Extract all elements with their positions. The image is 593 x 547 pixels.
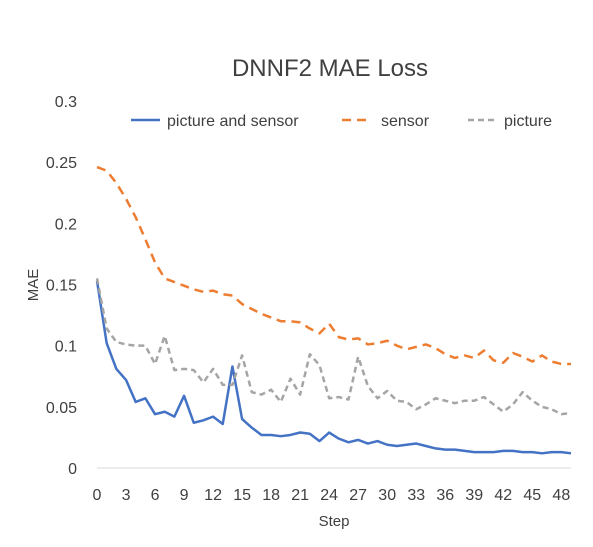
chart-title: DNNF2 MAE Loss: [232, 55, 428, 82]
x-axis-title: Step: [319, 513, 350, 530]
y-tick-label: 0: [68, 461, 77, 478]
legend-item-picture: picture: [468, 113, 552, 130]
chart-title-layer: DNNF2 MAE Loss: [232, 55, 428, 82]
x-tick-label: 36: [436, 487, 454, 504]
x-tick-label: 6: [151, 487, 160, 504]
legend-item-picture-and-sensor: picture and sensor: [131, 113, 299, 130]
x-tick-label: 12: [204, 487, 222, 504]
x-tick-label: 48: [552, 487, 570, 504]
ticks-layer: 0 3 6 9 12 15 18 21 24 27 30 33 36 39 42 45 4800.050.10.…: [46, 94, 570, 504]
y-tick-label: 0.25: [46, 155, 77, 172]
legend-label-picture: picture: [504, 113, 552, 130]
y-tick-label: 0.15: [46, 278, 77, 295]
x-tick-label: 33: [407, 487, 425, 504]
x-tick-label: 9: [180, 487, 189, 504]
y-tick-label: 0.3: [55, 94, 77, 111]
x-tick-label: 0: [93, 487, 102, 504]
x-tick-label: 15: [233, 487, 251, 504]
x-tick-label: 27: [349, 487, 367, 504]
y-tick-label: 0.2: [55, 216, 77, 233]
legend-label-sensor: sensor: [381, 113, 430, 130]
series-line-sensor: [96, 165, 571, 366]
x-tick-label: 18: [262, 487, 280, 504]
y-axis-title: MAE: [25, 269, 42, 302]
series-layer: [95, 165, 572, 455]
x-tick-label: 21: [291, 487, 309, 504]
series-line-picture: [95, 278, 572, 416]
series-line-picture-and-sensor: [95, 280, 572, 455]
y-tick-label: 0.05: [46, 400, 77, 417]
legend-layer: picture and sensor sensor picture: [131, 113, 552, 130]
x-tick-label: 39: [465, 487, 483, 504]
x-tick-label: 30: [378, 487, 396, 504]
x-tick-label: 42: [494, 487, 512, 504]
x-tick-label: 24: [320, 487, 338, 504]
y-tick-label: 0.1: [55, 339, 77, 356]
x-tick-label: 3: [122, 487, 131, 504]
x-tick-label: 45: [523, 487, 541, 504]
axis-titles-layer: Step MAE: [25, 269, 349, 530]
legend-label-picture-and-sensor: picture and sensor: [167, 113, 299, 130]
legend-item-sensor: sensor: [342, 113, 430, 130]
